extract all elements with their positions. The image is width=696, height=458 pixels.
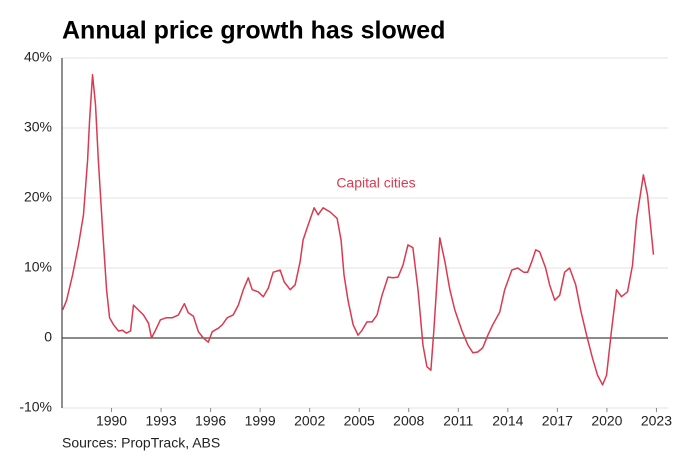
line [61,74,655,386]
chart-title: Annual price growth has slowed [62,17,445,45]
x-tick-label: 2014 [492,413,523,429]
x-tick-label: 1999 [245,413,276,429]
y-tick-label: 10% [24,259,52,275]
y-tick-label: 30% [24,119,52,135]
x-tick-label: 2020 [591,413,622,429]
x-tick-label: 2023 [641,413,672,429]
x-tick-label: 2002 [294,413,325,429]
x-tick-label: 1996 [195,413,226,429]
x-tick-label: 2008 [393,413,424,429]
series-label: Capital cities [336,175,415,191]
x-tick-label: 2017 [542,413,573,429]
source: Sources: PropTrack, ABS [62,435,220,451]
x-tick-label: 1993 [145,413,176,429]
y-tick-label: 20% [24,189,52,205]
x-tick-label: 1990 [96,413,127,429]
x-tick-label: 2011 [443,413,473,429]
x-tick-label: 2005 [344,413,375,429]
y-tick-label: 40% [24,49,52,65]
y-tick-label: -10% [19,399,52,415]
y-tick-label: 0 [44,329,52,345]
